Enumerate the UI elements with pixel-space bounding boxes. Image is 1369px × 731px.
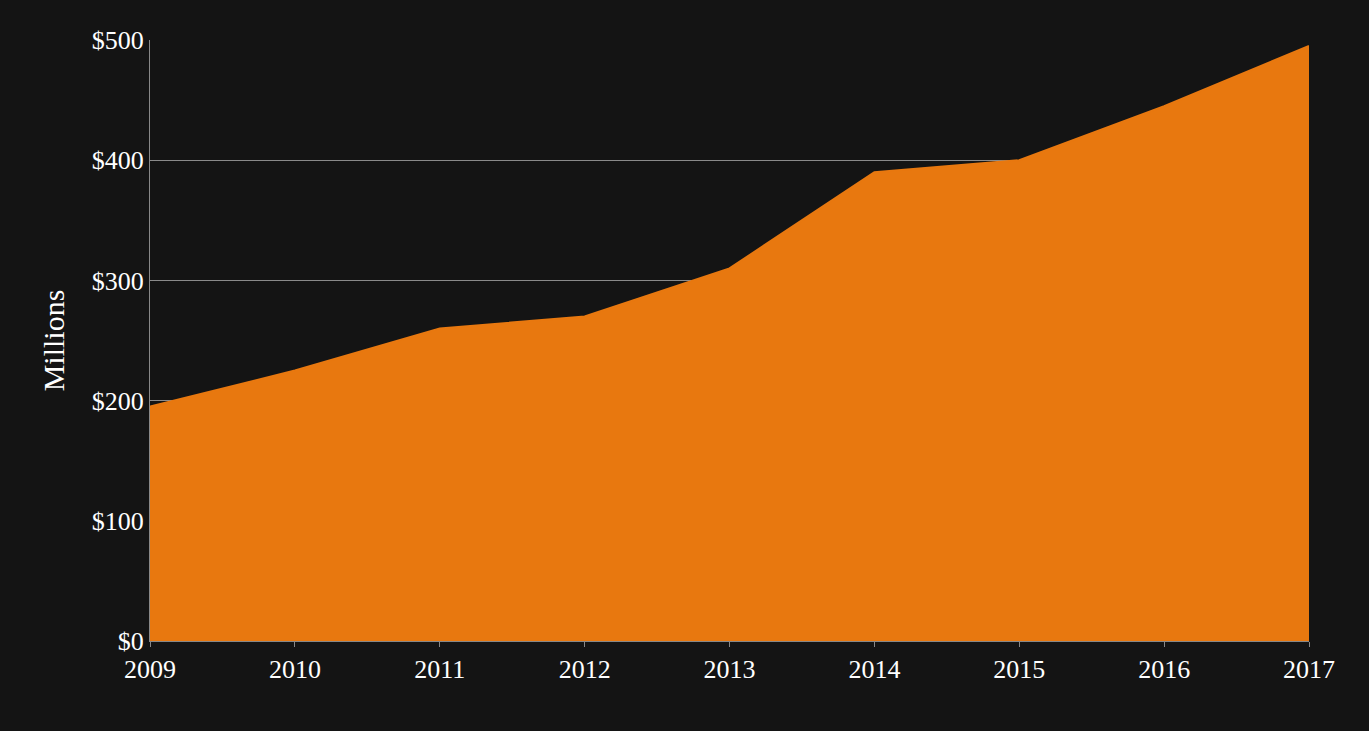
svg-text:$400: $400 bbox=[92, 146, 144, 175]
svg-text:2017: 2017 bbox=[1283, 655, 1335, 684]
svg-text:$100: $100 bbox=[92, 507, 144, 536]
svg-text:$200: $200 bbox=[92, 387, 144, 416]
svg-text:$0: $0 bbox=[118, 627, 144, 656]
svg-text:$500: $500 bbox=[92, 26, 144, 55]
svg-text:Millions: Millions bbox=[37, 290, 70, 392]
svg-text:2013: 2013 bbox=[704, 655, 756, 684]
svg-text:$300: $300 bbox=[92, 267, 144, 296]
svg-text:2011: 2011 bbox=[414, 655, 465, 684]
svg-text:2016: 2016 bbox=[1138, 655, 1190, 684]
svg-text:2012: 2012 bbox=[559, 655, 611, 684]
svg-text:2014: 2014 bbox=[848, 655, 900, 684]
svg-text:2015: 2015 bbox=[993, 655, 1045, 684]
svg-text:2009: 2009 bbox=[124, 655, 176, 684]
svg-text:2010: 2010 bbox=[269, 655, 321, 684]
